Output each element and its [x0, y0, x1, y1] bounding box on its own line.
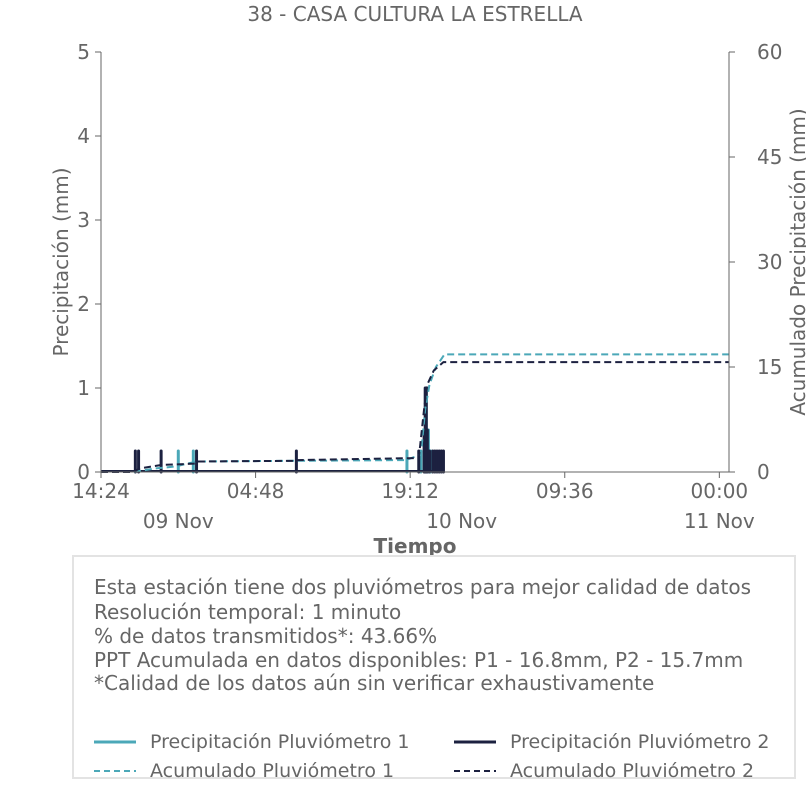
info-line-transmitted: % de datos transmitidos*: 43.66% [94, 624, 438, 648]
legend-swatch-p1-acum [94, 770, 136, 772]
legend-label-p1-acum: Acumulado Pluviómetro 1 [150, 760, 395, 782]
date-label: 09 Nov [143, 509, 214, 533]
legend-label-p2-acum: Acumulado Pluviómetro 2 [510, 760, 755, 782]
cumulative-lines [101, 353, 729, 473]
right-y-axis-label: Acumulado Precipitación (mm) [786, 108, 806, 415]
x-ticks: 14:24 04:48 19:12 09:36 00:00 [72, 472, 748, 503]
right-y-tick-label: 60 [757, 40, 782, 64]
info-line-quality-note: *Calidad de los datos aún sin verificar … [94, 671, 655, 695]
x-tick-label: 04:48 [227, 479, 285, 503]
right-y-tick-label: 30 [757, 250, 782, 274]
right-y-tick-label: 15 [757, 355, 782, 379]
info-line-stations: Esta estación tiene dos pluviómetros par… [94, 575, 752, 599]
info-box: Esta estación tiene dos pluviómetros par… [72, 555, 796, 782]
legend-item-p1-precip: Precipitación Pluviómetro 1 [94, 731, 410, 753]
legend-item-p1-acum: Acumulado Pluviómetro 1 [94, 760, 394, 782]
left-y-ticks: 0 1 2 3 4 5 [77, 40, 101, 484]
legend-label-p2-precip: Precipitación Pluviómetro 2 [510, 731, 770, 753]
left-y-tick-label: 5 [77, 40, 90, 64]
legend-item-p2-precip: Precipitación Pluviómetro 2 [454, 731, 770, 753]
left-y-tick-label: 1 [77, 376, 90, 400]
date-label: 10 Nov [426, 509, 497, 533]
precipitation-bars [101, 386, 445, 474]
chart-title: 38 - CASA CULTURA LA ESTRELLA [247, 2, 583, 26]
left-y-tick-label: 3 [77, 208, 90, 232]
x-tick-label: 14:24 [72, 479, 130, 503]
left-y-axis-label: Precipitación (mm) [49, 167, 73, 356]
date-labels: 09 Nov 10 Nov 11 Nov [143, 509, 755, 533]
legend-swatch-p1-precip [94, 740, 136, 744]
legend-swatch-p2-precip [454, 740, 496, 744]
left-y-tick-label: 4 [77, 124, 90, 148]
right-y-ticks: 0 15 30 45 60 [729, 40, 782, 484]
legend-swatch-p2-acum [454, 770, 496, 772]
right-y-tick-label: 0 [757, 460, 770, 484]
info-line-accumulated: PPT Acumulada en datos disponibles: P1 -… [94, 648, 744, 672]
x-axis-label: Tiempo [374, 534, 457, 558]
x-tick-label: 19:12 [381, 479, 439, 503]
legend-label-p1-precip: Precipitación Pluviómetro 1 [150, 731, 410, 753]
x-tick-label: 00:00 [691, 479, 749, 503]
axes [100, 52, 730, 473]
info-line-resolution: Resolución temporal: 1 minuto [94, 600, 402, 624]
legend-item-p2-acum: Acumulado Pluviómetro 2 [454, 760, 754, 782]
left-y-tick-label: 2 [77, 292, 90, 316]
x-tick-label: 09:36 [536, 479, 594, 503]
date-label: 11 Nov [684, 509, 755, 533]
right-y-tick-label: 45 [757, 145, 782, 169]
left-y-tick-label: 0 [77, 460, 90, 484]
